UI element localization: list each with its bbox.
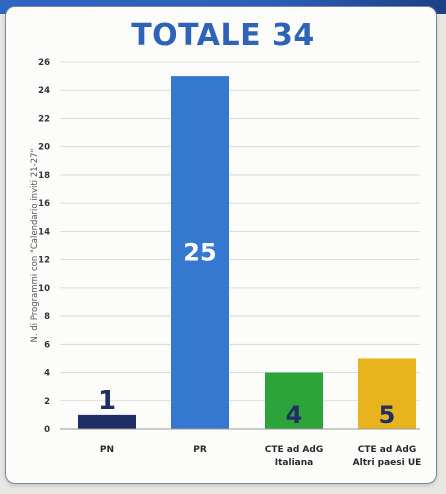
bar	[171, 76, 229, 429]
bar	[358, 358, 416, 429]
y-tick-label: 14	[38, 227, 50, 237]
bar	[265, 372, 323, 429]
category-label: CTE ad AdG	[358, 445, 416, 455]
y-tick-label: 12	[38, 256, 50, 266]
data-label: 4	[286, 401, 303, 429]
y-tick-label: 24	[38, 86, 50, 96]
y-tick-label: 6	[44, 340, 50, 350]
category-label: Italiana	[275, 458, 313, 468]
y-tick-label: 10	[38, 284, 50, 294]
y-tick-label: 0	[44, 425, 50, 435]
data-label: 1	[98, 386, 116, 416]
bar	[78, 414, 136, 429]
chart-title: TOTALE 34	[131, 18, 315, 53]
category-label: CTE ad AdG	[265, 445, 323, 455]
y-tick-label: 2	[44, 397, 50, 407]
y-tick-label: 26	[38, 58, 50, 68]
y-axis-label: N. di Programmi con "Calendario inviti 2…	[30, 148, 40, 342]
category-label: PR	[193, 445, 207, 455]
y-tick-label: 20	[38, 143, 50, 153]
y-tick-label: 22	[38, 114, 50, 124]
y-tick-label: 8	[44, 312, 50, 322]
data-label: 5	[379, 401, 396, 429]
category-label: Altri paesi UE	[353, 458, 422, 468]
y-tick-label: 18	[38, 171, 50, 181]
y-tick-label: 16	[38, 199, 50, 209]
y-tick-label: 4	[44, 369, 50, 379]
category-label: PN	[100, 445, 114, 455]
data-label: 25	[183, 239, 216, 267]
